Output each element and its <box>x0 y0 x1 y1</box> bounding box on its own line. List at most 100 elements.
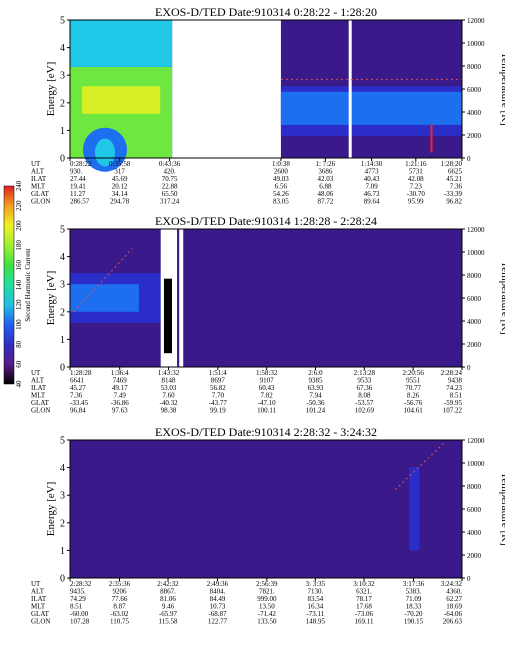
orbit-value: 53.03 <box>161 384 177 392</box>
orbit-value: 1:14:30 <box>361 160 383 168</box>
orbit-value: -73.11 <box>306 610 324 618</box>
orbit-value: 102.69 <box>355 407 375 415</box>
orbit-value: 17.68 <box>356 603 372 611</box>
orbit-value: 0:35:58 <box>109 160 131 168</box>
orbit-value: 9206 <box>112 588 127 596</box>
orbit-row-label: ALT <box>31 168 45 176</box>
orbit-value: 46.73 <box>364 190 380 198</box>
orbit-value: 122.77 <box>208 618 228 626</box>
orbit-value: 2:35:36 <box>109 580 131 588</box>
orbit-row-label: UT <box>31 369 41 377</box>
orbit-value: -33.45 <box>70 399 89 407</box>
y2-axis-label: Temperature [K] <box>499 261 505 334</box>
y2-tick-label: 10000 <box>467 460 485 468</box>
orbit-row-label: GLON <box>31 618 50 626</box>
orbit-value: -70.20 <box>404 610 423 618</box>
orbit-value: 34.14 <box>112 190 128 198</box>
y-tick-label: 3 <box>60 491 65 502</box>
y-tick-label: 2 <box>60 98 65 109</box>
orbit-value: 2:13:28 <box>354 369 376 377</box>
orbit-row-label: GLON <box>31 407 50 415</box>
orbit-value: 9107 <box>260 377 275 385</box>
orbit-value: -33.39 <box>444 190 463 198</box>
orbit-value: 4773 <box>365 168 380 176</box>
orbit-value: 27.44 <box>70 175 86 183</box>
orbit-value: 5731 <box>409 168 424 176</box>
orbit-value: 107.22 <box>443 407 463 415</box>
orbit-value: 7821. <box>259 588 275 596</box>
orbit-value: 3686 <box>318 168 333 176</box>
orbit-row-label: ALT <box>31 588 45 596</box>
orbit-row-label: GLON <box>31 198 50 206</box>
orbit-value: 54.26 <box>273 190 289 198</box>
y-tick-label: 4 <box>60 463 65 474</box>
orbit-value: 1: 7:26 <box>316 160 336 168</box>
orbit-value: 148.95 <box>306 618 326 626</box>
y2-tick-label: 2000 <box>467 552 482 560</box>
orbit-row-label: GLAT <box>31 610 50 618</box>
orbit-value: 95.99 <box>408 198 424 206</box>
panel-3: EXOS-D/TED Date:910314 2:28:32 - 3:24:32… <box>31 425 505 626</box>
orbit-value: 9435. <box>70 588 86 596</box>
orbit-value: 8867. <box>160 588 176 596</box>
orbit-value: 100.11 <box>257 407 276 415</box>
orbit-value: 294.78 <box>110 198 130 206</box>
y-tick-label: 4 <box>60 252 65 263</box>
data-gap <box>172 20 281 158</box>
y2-axis-label: Temperature [K] <box>499 52 505 125</box>
y2-tick-label: 2000 <box>467 341 482 349</box>
orbit-value: 6625 <box>448 168 463 176</box>
y2-tick-label: 0 <box>467 364 471 372</box>
orbit-value: 87.72 <box>318 198 334 206</box>
orbit-value: 18.69 <box>446 603 462 611</box>
orbit-value: 3:17:36 <box>403 580 425 588</box>
y2-tick-label: 8000 <box>467 483 482 491</box>
orbit-value: 63.93 <box>308 384 324 392</box>
orbit-value: 7.70 <box>212 392 225 400</box>
orbit-value: -63.02 <box>110 610 129 618</box>
y-tick-label: 0 <box>60 363 65 374</box>
orbit-value: -47.10 <box>258 399 277 407</box>
orbit-value: 8148 <box>162 377 177 385</box>
orbit-value: 3:10:32 <box>353 580 375 588</box>
orbit-value: 8.51 <box>450 392 463 400</box>
colorbar-tick-label: 220 <box>15 200 23 211</box>
colorbar-tick-label: 140 <box>15 279 23 290</box>
colorbar-tick-label: 180 <box>15 240 23 251</box>
y-tick-label: 5 <box>60 225 65 236</box>
panel-1: EXOS-D/TED Date:910314 0:28:22 - 1:28:20… <box>31 5 505 206</box>
orbit-value: 3: 3:35 <box>306 580 326 588</box>
orbit-value: 2:20:56 <box>402 369 424 377</box>
orbit-value: 8.51 <box>70 603 83 611</box>
orbit-value: 9385 <box>308 377 323 385</box>
colorbar-tick-label: 200 <box>15 220 23 231</box>
orbit-value: 2:28:24 <box>441 369 463 377</box>
y2-tick-label: 12000 <box>467 17 485 25</box>
panel-title: EXOS-D/TED Date:910314 0:28:22 - 1:28:20 <box>155 5 377 19</box>
y2-tick-label: 6000 <box>467 86 482 94</box>
orbit-value: 62.27 <box>446 595 462 603</box>
orbit-value: -73.06 <box>355 610 374 618</box>
orbit-value: 65.50 <box>162 190 178 198</box>
orbit-value: -53.57 <box>355 399 374 407</box>
y2-tick-label: 8000 <box>467 272 482 280</box>
orbit-value: 74.29 <box>70 595 86 603</box>
orbit-value: 7130. <box>307 588 323 596</box>
noise-burst-line <box>179 229 184 367</box>
plasma-patch <box>409 467 420 551</box>
orbit-value: -30.70 <box>407 190 426 198</box>
y2-tick-label: 0 <box>467 155 471 163</box>
y-tick-label: 1 <box>60 335 65 346</box>
orbit-value: 1:21:16 <box>405 160 427 168</box>
y2-tick-label: 4000 <box>467 109 482 117</box>
orbit-value: 4360. <box>446 588 462 596</box>
orbit-value: 89.64 <box>364 198 380 206</box>
orbit-value: 7.36 <box>450 183 463 191</box>
orbit-value: 2:49:36 <box>207 580 229 588</box>
colorbar-tick-label: 60 <box>15 360 23 368</box>
orbit-value: 98.38 <box>161 407 177 415</box>
orbit-value: 2:28:32 <box>70 580 92 588</box>
orbit-row-label: ILAT <box>31 384 47 392</box>
orbit-value: -59.95 <box>444 399 463 407</box>
